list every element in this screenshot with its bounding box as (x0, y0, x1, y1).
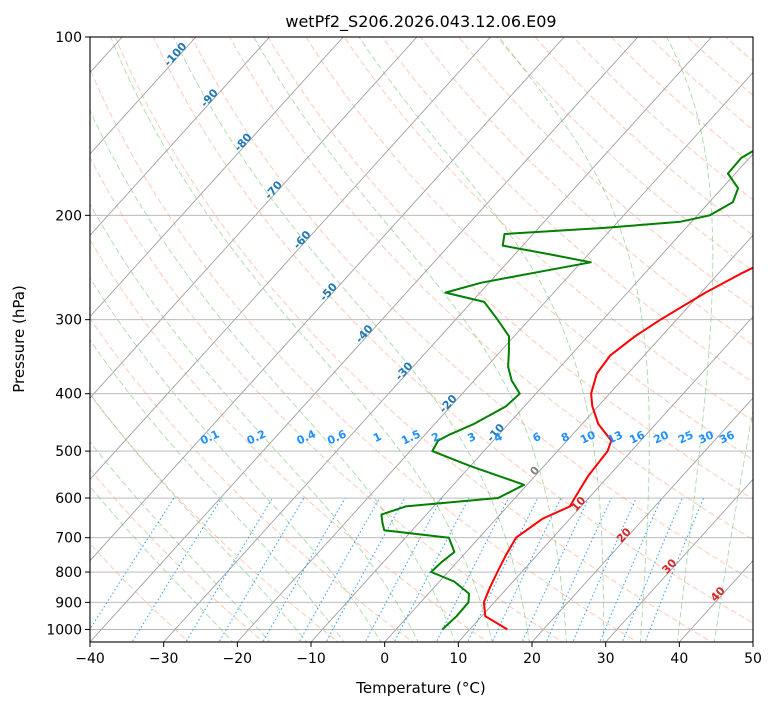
x-tick-label: 20 (523, 651, 541, 667)
y-tick-label: 100 (55, 30, 82, 46)
y-tick-label: 900 (55, 595, 82, 611)
pressure-gridlines (90, 37, 753, 630)
y-tick-label: 300 (55, 313, 82, 329)
mixing-ratio-label: 20 (652, 428, 672, 446)
y-tick-label: 500 (55, 444, 82, 460)
x-axis-label: Temperature (°C) (355, 679, 485, 697)
moist-adiabat (173, 37, 530, 642)
mixing-ratio-label: 16 (627, 428, 647, 446)
mixing-ratio-line (621, 497, 683, 642)
mixing-ratio-label: 25 (676, 428, 695, 446)
isotherm-line (384, 234, 753, 642)
isotherm-line (90, 37, 418, 399)
dry-adiabat (267, 37, 753, 500)
y-tick-label: 800 (55, 565, 82, 581)
dry-adiabat (90, 67, 638, 642)
isotherm-line (90, 37, 565, 562)
isotherm-line (236, 71, 753, 642)
moist-adiabat (358, 37, 604, 642)
mixing-ratio-line (435, 497, 510, 642)
moist-adiabat (666, 37, 714, 642)
mixing-ratio-line (545, 497, 612, 642)
plot-background (90, 37, 753, 642)
x-axis-ticks: −40 −30 −20 −10 0 10 20 30 40 50 (75, 642, 762, 667)
skewed-isotherms (90, 37, 753, 642)
mixing-ratio-line (599, 497, 662, 642)
y-tick-label: 1000 (46, 622, 82, 638)
mixing-ratio-line (521, 497, 590, 642)
mixing-ratio-line (218, 497, 305, 642)
mixing-ratio-label: 30 (697, 428, 717, 446)
y-axis-ticks: 100 200 300 400 500 600 700 800 900 1000 (46, 30, 90, 638)
y-tick-label: 200 (55, 208, 82, 224)
dry-adiabat (229, 37, 753, 541)
dry-adiabat (419, 37, 753, 346)
plot-frame (89, 36, 754, 643)
mixing-ratio-label: 36 (717, 428, 737, 446)
x-tick-label: −40 (75, 651, 105, 667)
x-tick-label: −30 (149, 651, 179, 667)
moist-adiabat (713, 408, 753, 642)
dry-adiabat (305, 37, 753, 461)
x-tick-label: 30 (597, 651, 615, 667)
x-tick-label: 0 (380, 651, 389, 667)
chart-title: wetPf2_S206.2026.043.12.06.E09 (285, 12, 556, 32)
isotherm-line (605, 478, 753, 642)
mixing-ratio-line (90, 497, 175, 631)
temperature-profile (482, 266, 753, 631)
y-tick-label: 400 (55, 387, 82, 403)
mixing-ratio-lines (90, 497, 705, 642)
moist-adiabat (110, 37, 493, 642)
mixing-ratio-line (572, 497, 637, 642)
isotherm-line (90, 37, 639, 642)
mixing-ratio-line (298, 497, 381, 642)
x-tick-label: −10 (296, 651, 326, 667)
isotherm-line (752, 641, 753, 642)
x-tick-label: 40 (670, 651, 688, 667)
mixing-ratio-line (644, 497, 705, 642)
dry-adiabat (343, 37, 753, 422)
isotherm-line (90, 37, 270, 236)
mixing-ratio-line (466, 497, 539, 642)
isotherm-line (90, 37, 491, 480)
y-axis-label: Pressure (hPa) (10, 285, 28, 393)
isotherm-line (457, 315, 753, 642)
mixing-ratio-line (262, 497, 346, 642)
y-tick-label: 600 (55, 491, 82, 507)
x-tick-label: 50 (744, 651, 762, 667)
sounding-series (380, 149, 753, 631)
isotherm-line (163, 37, 712, 642)
isotherm-line (90, 37, 197, 155)
isotherm-line (310, 153, 753, 642)
isotherm-line (90, 37, 344, 318)
moist-adiabat (498, 37, 650, 642)
y-tick-label: 700 (55, 531, 82, 547)
mixing-ratio-label: 10 (578, 428, 598, 446)
x-tick-label: 10 (449, 651, 467, 667)
dewpoint-profile (380, 149, 753, 631)
moist-adiabat (253, 37, 567, 642)
mixing-ratio-label: 13 (605, 428, 624, 446)
isotherm-line (531, 397, 753, 642)
dry-adiabat (190, 37, 753, 582)
mixing-ratio-line (185, 497, 273, 642)
x-tick-label: −20 (223, 651, 253, 667)
